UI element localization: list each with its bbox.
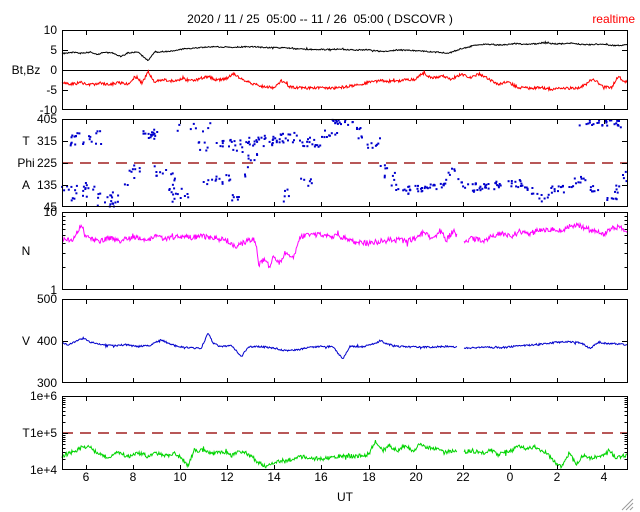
y-axis-name: T (22, 134, 30, 148)
v-trace (463, 340, 628, 350)
y-axis-name: T (22, 426, 30, 440)
y-tick-label: 1e+4 (29, 463, 57, 477)
y-tick-label: 45 (43, 200, 57, 214)
axis-ticks (62, 299, 628, 383)
y-tick-label: 10 (43, 23, 57, 37)
n-trace (62, 224, 458, 269)
resize-grip-icon[interactable] (617, 494, 634, 511)
y-tick-label: 1e+5 (29, 426, 57, 440)
y-tick-label: 400 (36, 334, 57, 348)
plot-title: 2020 / 11 / 25 05:00 -- 11 / 26 05:00 ( … (187, 12, 453, 26)
v-trace (61, 333, 458, 360)
y-axis-name: V (21, 334, 30, 348)
y-tick-label: 10 (43, 205, 57, 219)
x-tick-label: 20 (409, 470, 423, 484)
bt-trace (61, 40, 628, 62)
panel-magnetic-field (61, 30, 629, 110)
panel-density (62, 212, 628, 290)
y-tick-label: 1e+6 (29, 389, 57, 403)
panel-frame (62, 212, 628, 290)
x-tick-label: 6 (82, 470, 90, 484)
panel-temperature (61, 396, 628, 470)
y-tick-label: 0 (50, 63, 57, 77)
t-trace (61, 439, 458, 469)
y-tick-label: 500 (36, 292, 57, 306)
y-tick-label: 315 (36, 134, 57, 148)
y-axis-name: A (21, 178, 30, 192)
x-axis-title: UT (337, 490, 353, 504)
x-tick-label: 8 (129, 470, 137, 484)
y-tick-label: 5 (50, 43, 57, 57)
y-tick-label: -5 (46, 83, 57, 97)
y-tick-label: 135 (36, 178, 57, 192)
y-axis-name: Bt,Bz (11, 63, 41, 77)
panel-frame (62, 299, 628, 383)
x-tick-label: 18 (362, 470, 376, 484)
y-axis-name: N (21, 244, 31, 258)
phi-scatter-points (61, 118, 628, 208)
y-tick-label: 300 (36, 376, 57, 390)
n-trace (463, 221, 628, 245)
panel-phi-angle (61, 118, 628, 208)
t-trace (463, 443, 628, 469)
axis-ticks (62, 119, 628, 207)
bz-trace (61, 69, 629, 92)
x-tick-label: 0 (506, 470, 514, 484)
x-tick-label: 2 (553, 470, 561, 484)
x-tick-label: 14 (267, 470, 281, 484)
x-tick-label: 10 (173, 470, 187, 484)
axis-ticks (62, 30, 628, 110)
realtime-badge: realtime (592, 12, 635, 26)
axis-ticks (62, 212, 628, 290)
x-tick-label: 12 (220, 470, 234, 484)
y-tick-label: -10 (39, 103, 57, 117)
x-tick-label: 22 (456, 470, 470, 484)
axis-ticks (62, 396, 628, 470)
x-tick-label: 4 (600, 470, 608, 484)
y-tick-label: 405 (36, 112, 57, 126)
y-tick-label: 225 (36, 156, 57, 170)
panel-speed (61, 299, 628, 383)
y-axis-name: Phi (17, 156, 35, 170)
x-tick-label: 16 (314, 470, 328, 484)
panel-frame (62, 119, 628, 207)
y-tick-label: 1 (50, 283, 57, 297)
